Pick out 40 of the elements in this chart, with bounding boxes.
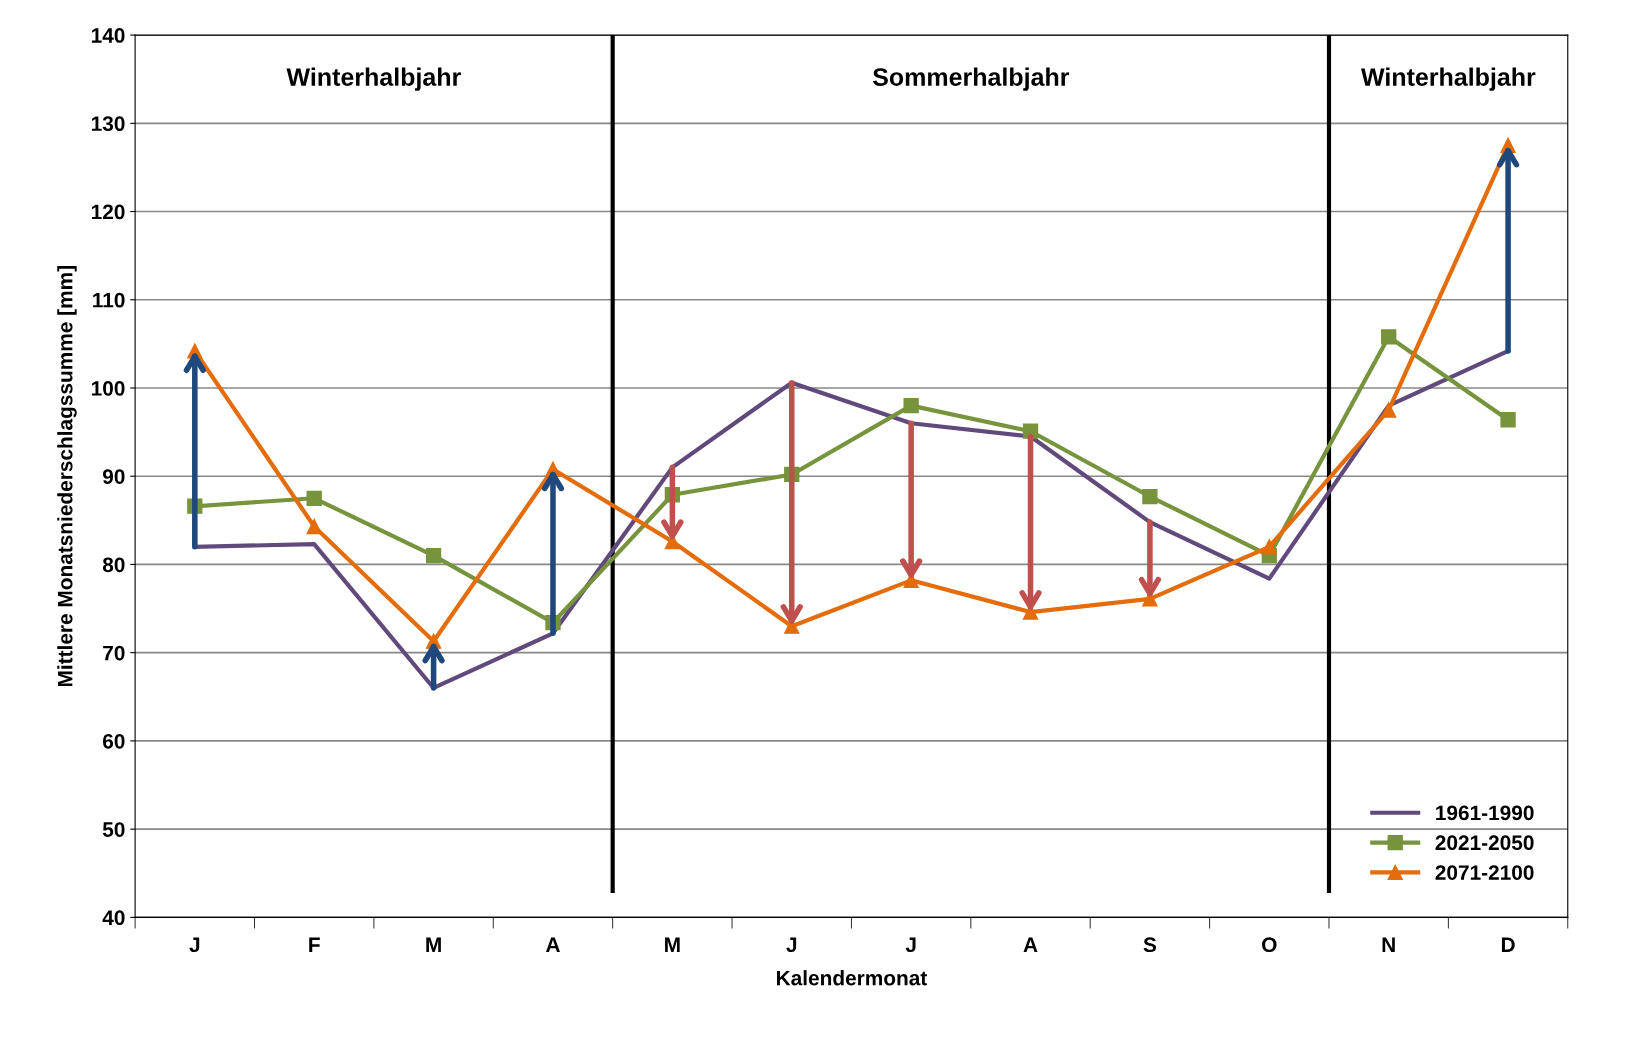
point [306,490,322,506]
point [1500,412,1516,428]
annotation: Winterhalbjahr [1361,67,1536,91]
x-tick-label: J [905,937,916,953]
y-tick-label: 110 [93,292,125,308]
y-tick-label: 120 [91,204,125,220]
y-tick-label: 140 [91,28,125,43]
x-tick-label: N [1382,937,1395,952]
x-tick-label: J [786,937,797,953]
y-tick-label: 40 [102,910,125,926]
x-tick-label: A [545,937,560,952]
annotation: Sommerhalbjahr [872,67,1070,91]
point [903,398,919,414]
point [1142,488,1158,505]
x-tick-label: F [309,937,320,952]
x-tick-label: M [426,937,441,952]
x-tick-label: O [1262,937,1277,953]
legend-label: 2021-2050 [1435,835,1534,851]
point [1261,539,1277,555]
legend-label: 1961-1990 [1436,805,1534,821]
point [1381,402,1397,418]
y-tick-label: 90 [102,469,125,484]
x-tick-label: J [189,937,200,953]
y-tick-label: 50 [102,822,125,837]
legend-label: 2071-2100 [1435,865,1534,880]
point [1381,329,1397,345]
x-tick-label: S [1143,937,1157,953]
y-tick-label: 70 [103,645,125,661]
y-tick-label: 80 [102,557,125,573]
x-tick-label: A [1023,937,1038,952]
y-tick-label: 130 [91,116,125,132]
point [306,518,322,535]
y-tick-label: 60 [102,733,125,749]
x-tick-label: D [1501,937,1515,952]
annotation: Winterhalbjahr [286,67,461,91]
y-axis-title: Mittlere Monatsniederschlagssumme [mm] [57,266,77,687]
x-tick-label: M [665,937,680,952]
y-tick-label: 100 [91,381,125,396]
point [425,547,442,564]
x-axis-title: Kalendermonat [777,970,928,986]
